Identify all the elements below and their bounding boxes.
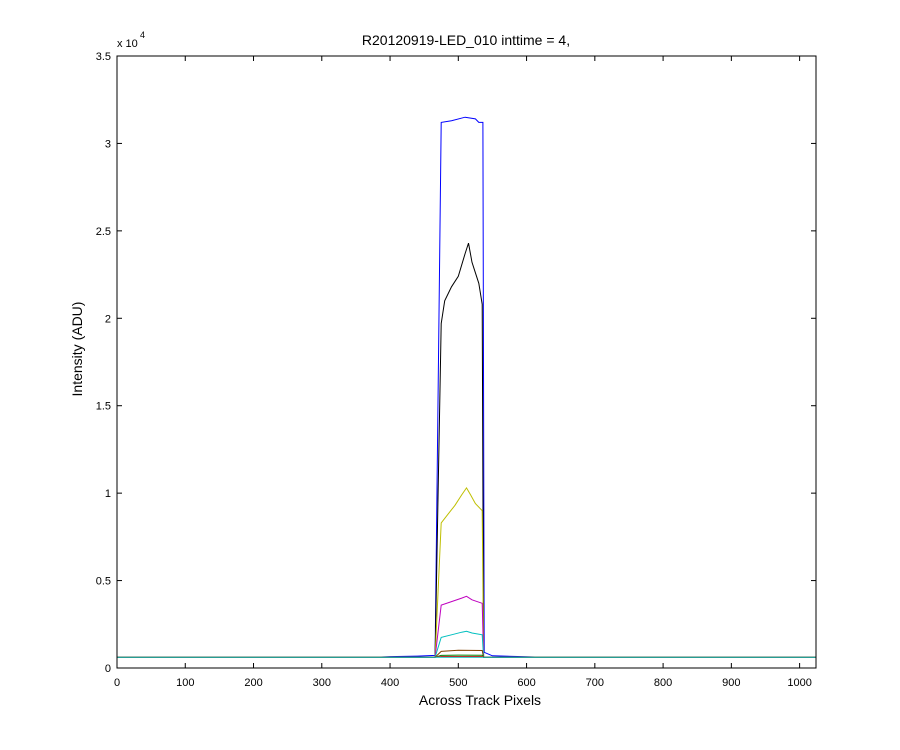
chart-title: R20120919-LED_010 inttime = 4, <box>362 32 570 48</box>
x-tick-label: 400 <box>381 677 399 689</box>
x-tick-label: 600 <box>517 677 535 689</box>
y-tick-label: 1 <box>105 488 111 500</box>
y-tick-label: 0 <box>105 663 111 675</box>
y-tick-label: 1.5 <box>96 401 111 413</box>
y-axis-label: Intensity (ADU) <box>69 302 85 397</box>
x-tick-label: 700 <box>586 677 604 689</box>
x-axis: 0 100 200 300 400 500 600 700 800 900 1000 <box>114 56 812 689</box>
series-layer <box>117 116 817 659</box>
x-axis-label: Across Track Pixels <box>419 692 541 708</box>
y-tick-label: 3 <box>105 138 111 150</box>
x-tick-label: 300 <box>313 677 331 689</box>
series-line-4 <box>117 630 816 658</box>
x-tick-label: 100 <box>176 677 194 689</box>
series-line-3 <box>117 595 816 658</box>
series-line-2 <box>117 486 816 658</box>
y-tick-label: 2.5 <box>96 226 111 238</box>
plot-area <box>117 56 816 668</box>
y-tick-label: 0.5 <box>96 576 111 588</box>
x-tick-label: 500 <box>449 677 467 689</box>
y-axis: 0 0.5 1 1.5 2 2.5 3 3.5 <box>96 51 816 675</box>
x-tick-label: 0 <box>114 677 120 689</box>
y-tick-label: 2 <box>105 313 111 325</box>
series-line-0 <box>117 116 816 658</box>
x-tick-label: 800 <box>654 677 672 689</box>
series-line-1 <box>117 242 817 659</box>
x-tick-label: 900 <box>722 677 740 689</box>
y-multiplier-base: x 10 <box>117 38 138 50</box>
y-multiplier-exponent: 4 <box>140 30 145 40</box>
x-tick-label: 200 <box>244 677 262 689</box>
x-tick-label: 1000 <box>787 677 811 689</box>
y-tick-label: 3.5 <box>96 51 111 63</box>
axes-box <box>116 55 817 669</box>
